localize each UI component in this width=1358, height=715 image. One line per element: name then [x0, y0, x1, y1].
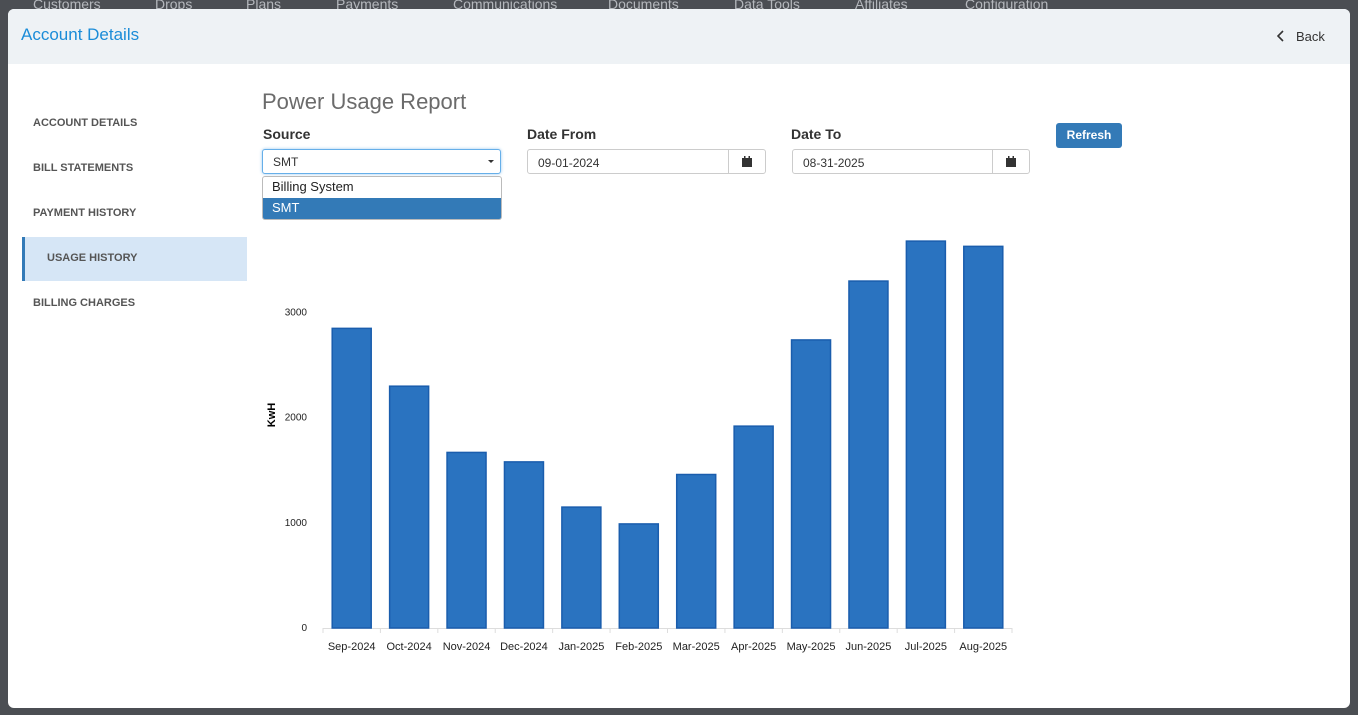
x-tick-label: Apr-2025 [731, 641, 776, 653]
x-tick-label: Nov-2024 [443, 641, 491, 653]
bar [906, 241, 945, 628]
y-tick-label: 3000 [285, 308, 308, 319]
bar [849, 281, 888, 628]
x-tick-label: Dec-2024 [500, 641, 548, 653]
y-axis-label: KwH [266, 403, 278, 428]
x-tick-label: Jun-2025 [846, 641, 892, 653]
bar [964, 246, 1003, 628]
x-tick-label: Oct-2024 [387, 641, 432, 653]
bar [332, 328, 371, 628]
bar [447, 452, 486, 628]
bar [504, 462, 543, 628]
bar [562, 507, 601, 628]
x-tick-label: Mar-2025 [673, 641, 720, 653]
x-tick-label: Feb-2025 [615, 641, 662, 653]
x-tick-label: Jul-2025 [905, 641, 947, 653]
bar [390, 386, 429, 628]
x-tick-label: Jan-2025 [558, 641, 604, 653]
y-tick-label: 0 [301, 623, 307, 634]
y-tick-label: 2000 [285, 413, 308, 424]
bar [619, 524, 658, 628]
y-tick-label: 1000 [285, 518, 308, 529]
bar [792, 340, 831, 628]
x-tick-label: Sep-2024 [328, 641, 376, 653]
bar [734, 426, 773, 628]
x-tick-label: May-2025 [787, 641, 836, 653]
bar [677, 475, 716, 628]
x-tick-label: Aug-2025 [959, 641, 1007, 653]
